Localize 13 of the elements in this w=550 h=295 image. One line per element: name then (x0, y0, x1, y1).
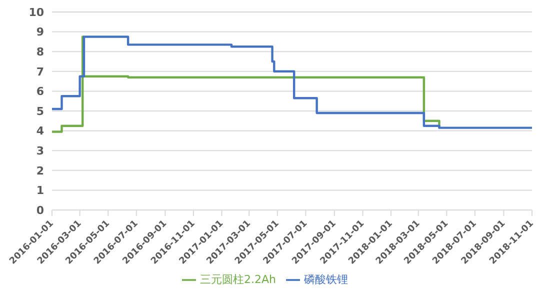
y-tick-label: 3 (36, 144, 44, 158)
y-tick-label: 10 (28, 6, 44, 19)
y-tick-label: 9 (36, 26, 44, 39)
y-tick-label: 2 (36, 164, 44, 178)
legend-label: 三元圆柱2.2Ah (200, 273, 276, 286)
y-tick-label: 6 (36, 85, 44, 98)
y-tick-label: 5 (36, 104, 44, 118)
y-tick-label: 7 (36, 65, 44, 78)
y-tick-label: 0 (36, 204, 44, 217)
y-tick-label: 8 (36, 46, 44, 59)
y-tick-label: 4 (36, 124, 44, 138)
y-tick-label: 1 (36, 184, 44, 198)
legend-label: 磷酸铁锂 (304, 273, 348, 286)
